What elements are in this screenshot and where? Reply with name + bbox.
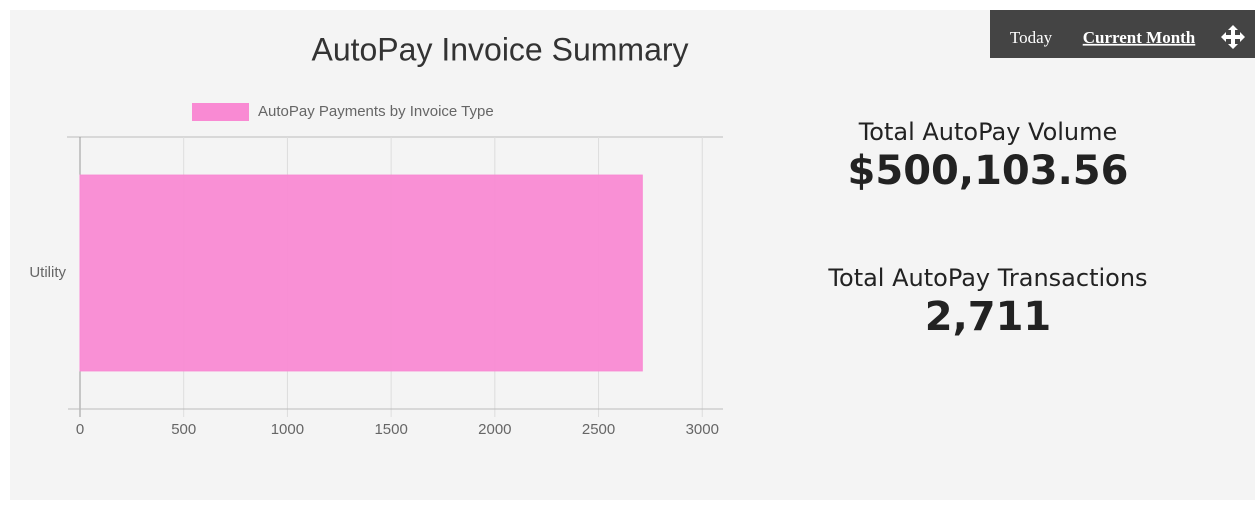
toolbar <box>990 10 1255 58</box>
title: AutoPay Invoice Summary <box>311 31 688 67</box>
stat-label: Total AutoPay Volume <box>858 118 1118 146</box>
stat-value: $500,103.56 <box>848 148 1129 194</box>
x-tick-label: 1000 <box>271 421 304 438</box>
x-tick-label: 1500 <box>374 421 407 438</box>
legend-label: AutoPay Payments by Invoice Type <box>258 103 494 120</box>
x-tick-label: 3000 <box>686 421 719 438</box>
legend-swatch <box>192 103 249 121</box>
stat-label: Total AutoPay Transactions <box>827 264 1147 292</box>
today-option[interactable]: Today <box>1010 28 1053 47</box>
x-tick-label: 500 <box>171 421 196 438</box>
x-tick-label: 2500 <box>582 421 615 438</box>
current-month-option[interactable]: Current Month <box>1083 28 1196 47</box>
move-icon[interactable] <box>1221 25 1245 49</box>
stat-value: 2,711 <box>925 294 1052 340</box>
bar <box>79 174 643 372</box>
x-tick-label: 2000 <box>478 421 511 438</box>
x-tick-label: 0 <box>76 421 84 438</box>
y-tick-label: Utility <box>29 264 66 281</box>
